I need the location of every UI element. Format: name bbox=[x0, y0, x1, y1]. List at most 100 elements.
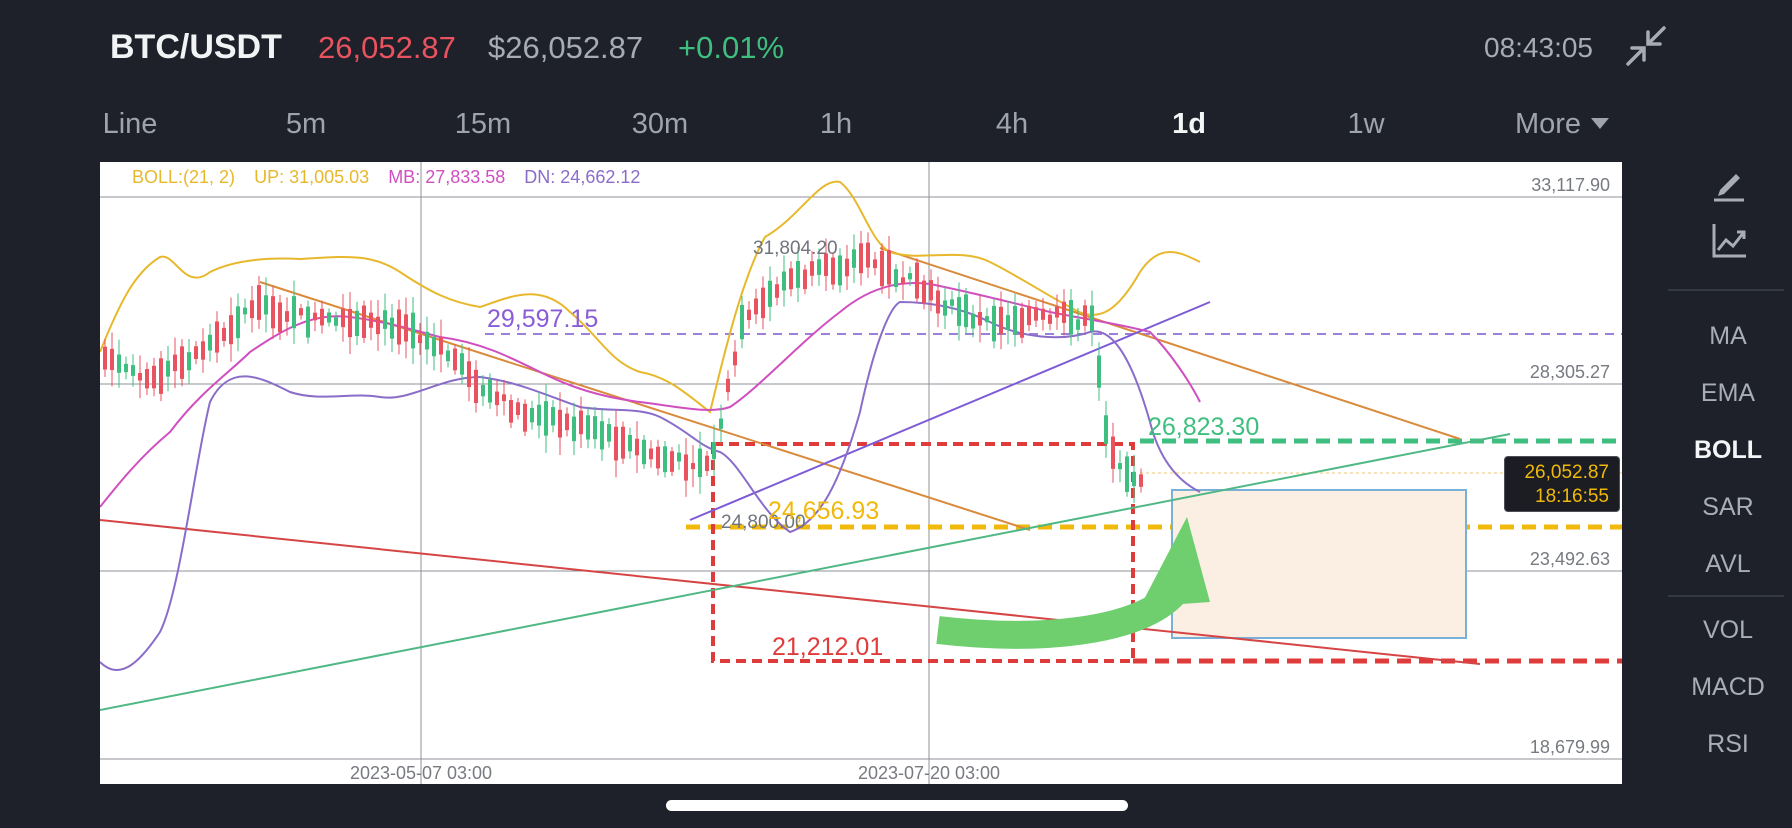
candle bbox=[1139, 474, 1143, 487]
pencil-icon[interactable] bbox=[1706, 160, 1750, 204]
candle bbox=[586, 415, 590, 440]
candle bbox=[131, 365, 135, 376]
candle bbox=[838, 255, 842, 286]
candle bbox=[964, 294, 968, 328]
interval-tabs: Line 5m 15m 30m 1h 4h 1d 1w More bbox=[80, 108, 1640, 152]
candle bbox=[110, 348, 114, 371]
candle bbox=[1062, 301, 1066, 323]
candle bbox=[369, 312, 373, 328]
tab-line[interactable]: Line bbox=[102, 108, 158, 140]
candle bbox=[740, 304, 744, 340]
tab-30m[interactable]: 30m bbox=[631, 108, 689, 140]
candle bbox=[334, 317, 338, 326]
candle bbox=[138, 373, 142, 381]
candle bbox=[628, 435, 632, 452]
home-indicator[interactable] bbox=[666, 800, 1128, 811]
candle bbox=[1006, 315, 1010, 330]
candle bbox=[1020, 308, 1024, 338]
oscillator-rsi[interactable]: RSI bbox=[1707, 730, 1749, 758]
candle bbox=[117, 354, 121, 373]
candle bbox=[467, 361, 471, 388]
candle bbox=[390, 317, 394, 339]
time-axis-label: 2023-05-07 03:00 bbox=[350, 763, 492, 783]
candle bbox=[537, 404, 541, 426]
green-level-label: 26,823.30 bbox=[1148, 413, 1259, 441]
candle bbox=[404, 314, 408, 342]
candle bbox=[1090, 305, 1094, 332]
candle bbox=[187, 352, 191, 371]
candle bbox=[656, 446, 660, 469]
tab-1h[interactable]: 1h bbox=[819, 108, 853, 140]
candle bbox=[509, 400, 513, 423]
candle bbox=[495, 391, 499, 406]
candle bbox=[1104, 415, 1108, 444]
candle bbox=[1118, 463, 1122, 470]
oscillator-macd[interactable]: MACD bbox=[1691, 673, 1765, 701]
candle bbox=[824, 253, 828, 276]
candle bbox=[173, 354, 177, 372]
overlay-boll[interactable]: BOLL bbox=[1693, 436, 1763, 464]
candles bbox=[103, 231, 1143, 504]
candle bbox=[768, 280, 772, 307]
overlay-avl[interactable]: AVL bbox=[1705, 550, 1751, 578]
candle bbox=[222, 327, 226, 341]
candle bbox=[418, 334, 422, 344]
candle bbox=[236, 306, 240, 339]
candle bbox=[1111, 436, 1115, 469]
tab-5m[interactable]: 5m bbox=[285, 108, 327, 140]
candle bbox=[677, 452, 681, 462]
trend-line-red bbox=[100, 519, 1481, 665]
candle bbox=[1083, 305, 1087, 326]
candle bbox=[852, 249, 856, 268]
oscillator-vol[interactable]: VOL bbox=[1702, 616, 1754, 644]
collapse-arrows-icon[interactable] bbox=[1626, 26, 1666, 66]
candle bbox=[950, 299, 954, 306]
change-percent: +0.01% bbox=[678, 30, 785, 65]
candle bbox=[1132, 471, 1136, 487]
candle bbox=[1048, 314, 1052, 324]
boll-up-value: UP: 31,005.03 bbox=[254, 167, 370, 187]
overlay-sar[interactable]: SAR bbox=[1702, 493, 1754, 521]
candle bbox=[817, 259, 821, 275]
candle bbox=[194, 346, 198, 359]
candle bbox=[621, 426, 625, 459]
tab-1d[interactable]: 1d bbox=[1172, 108, 1206, 140]
tab-more-label: More bbox=[1514, 108, 1582, 140]
tab-1w[interactable]: 1w bbox=[1347, 108, 1385, 140]
candlestick-chart[interactable]: 33,117.90 28,305.27 23,492.63 18,679.99 … bbox=[100, 162, 1622, 784]
candle bbox=[215, 321, 219, 353]
chevron-down-icon bbox=[1591, 118, 1610, 129]
candle bbox=[1055, 306, 1059, 318]
candle bbox=[775, 284, 779, 298]
candle bbox=[411, 312, 415, 349]
candle bbox=[425, 331, 429, 350]
indicator-panel: MA EMA BOLL SAR AVL VOL MACD RSI bbox=[1664, 160, 1792, 780]
candle bbox=[103, 346, 107, 370]
candle bbox=[243, 307, 247, 315]
candle bbox=[313, 312, 317, 321]
trend-line-green bbox=[100, 433, 1511, 711]
candle bbox=[551, 407, 555, 426]
candle bbox=[1125, 456, 1129, 492]
candle bbox=[383, 310, 387, 329]
ticker-header: BTC/USDT 26,052.87 $26,052.87 +0.01% 08:… bbox=[0, 0, 1792, 96]
candle bbox=[908, 273, 912, 280]
overlay-ema[interactable]: EMA bbox=[1700, 379, 1756, 407]
green-arrow-icon bbox=[936, 582, 1186, 649]
candle bbox=[278, 302, 282, 333]
overlay-ma[interactable]: MA bbox=[1709, 322, 1747, 350]
candle bbox=[810, 261, 814, 276]
tab-4h[interactable]: 4h bbox=[995, 108, 1029, 140]
candle bbox=[292, 296, 296, 329]
price-axis-label: 28,305.27 bbox=[1530, 362, 1610, 382]
trading-pair[interactable]: BTC/USDT bbox=[110, 28, 282, 66]
candle bbox=[726, 378, 730, 393]
candle bbox=[481, 384, 485, 397]
candle bbox=[159, 358, 163, 394]
chart-indicator-icon[interactable] bbox=[1706, 218, 1750, 262]
candle bbox=[320, 308, 324, 326]
candle bbox=[264, 295, 268, 315]
price-axis-label: 18,679.99 bbox=[1530, 737, 1610, 757]
tab-more[interactable]: More bbox=[1514, 108, 1610, 141]
tab-15m[interactable]: 15m bbox=[454, 108, 512, 140]
